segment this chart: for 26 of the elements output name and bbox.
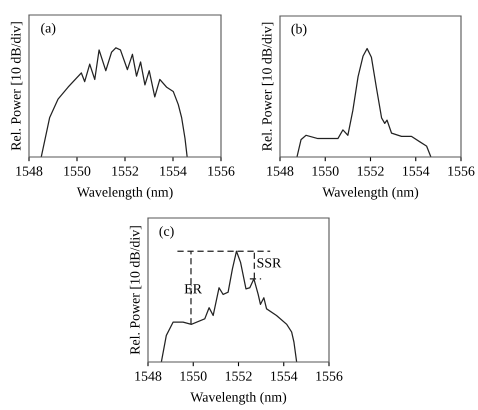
x-axis-title: Wavelength (nm) — [76, 186, 173, 200]
annotation: ER — [184, 284, 202, 294]
x-tick-label: 1548 — [16, 166, 42, 176]
x-tick-label: 1548 — [135, 371, 162, 381]
text: (b) — [291, 24, 306, 36]
x-tick-label: 1554 — [403, 166, 430, 176]
annotation: SSR — [258, 258, 282, 268]
y-axis-title: Rel. Power [10 dB/div] — [262, 22, 274, 151]
text: (a) — [41, 22, 56, 36]
y-axis-title: Rel. Power [10 dB/div] — [130, 226, 142, 354]
x-tick-label: 1554 — [160, 166, 187, 176]
x-tick-label: 1556 — [316, 371, 342, 381]
text: (c) — [159, 226, 174, 239]
x-tick-label: 1550 — [180, 371, 207, 381]
x-axis-title: Wavelength (nm) — [322, 186, 418, 200]
x-axis-title: Wavelength (nm) — [190, 392, 286, 405]
y-axis-title: Rel. Power [10 dB/div] — [10, 22, 22, 150]
x-tick-label: 1548 — [267, 166, 294, 176]
x-tick-label: 1552 — [358, 166, 384, 176]
x-tick-label: 1550 — [64, 166, 90, 176]
x-tick-label: 1554 — [271, 371, 298, 381]
x-tick-label: 1552 — [226, 371, 252, 381]
x-tick-label: 1556 — [208, 166, 234, 176]
x-tick-label: 1556 — [448, 166, 474, 176]
x-tick-label: 1552 — [112, 166, 138, 176]
x-tick-label: 1550 — [312, 166, 339, 176]
